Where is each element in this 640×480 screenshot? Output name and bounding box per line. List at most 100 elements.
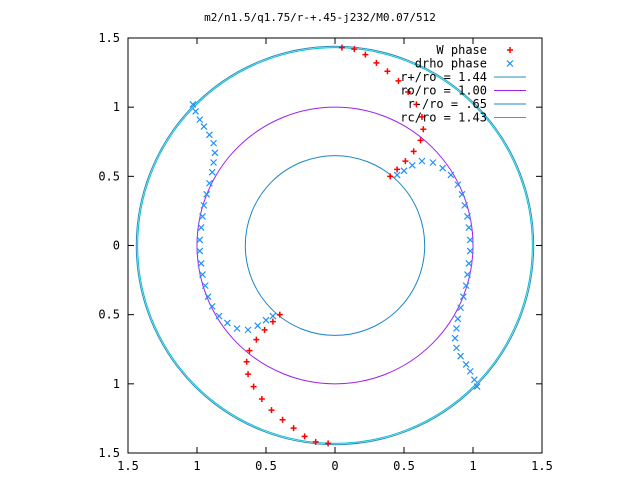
w-phase-point <box>373 59 380 66</box>
w-phase-point <box>312 438 319 445</box>
drho-phase-point <box>200 201 208 209</box>
drho-phase-point <box>189 100 197 108</box>
radius-circle <box>196 106 474 385</box>
y-axis: 1.5 1 0.5 0 0.5 1 1.5 <box>98 31 542 460</box>
drho-phase-point <box>196 247 204 255</box>
radius-circle <box>244 155 426 336</box>
radius-circle <box>135 45 535 446</box>
drho-phase-point <box>464 213 471 220</box>
w-phase-point <box>405 88 412 95</box>
x-tick-label: 0.5 <box>393 459 415 473</box>
drho-phase-point <box>200 123 208 130</box>
w-phase-point <box>243 358 250 365</box>
drho-phase-point <box>454 181 462 189</box>
w-phase-point <box>301 433 308 440</box>
drho-phase-point <box>262 316 270 324</box>
drho-phase-point <box>196 116 204 124</box>
w-phase-point <box>362 51 369 58</box>
drho-phase-point <box>400 167 408 175</box>
drho-phase-point <box>439 164 447 172</box>
w-phase-point <box>253 336 260 343</box>
drho-phase-point <box>197 224 205 231</box>
x-tick-label: 0 <box>331 459 338 473</box>
drho-phase-point <box>465 260 473 267</box>
drho-phase-point <box>466 247 474 255</box>
drho-phase-point <box>197 260 205 267</box>
drho-phase-point <box>205 131 213 139</box>
x-axis: 1.5 1 0.5 0 0.5 1 1.5 <box>117 38 553 473</box>
w-phase-point <box>268 407 275 414</box>
drho-phase-point <box>465 224 473 231</box>
drho-phase-point <box>457 352 465 360</box>
x-tick-label: 0.5 <box>255 459 277 473</box>
y-tick-label: 0.5 <box>98 308 120 322</box>
w-phase-point <box>351 46 358 53</box>
y-tick-label: 1 <box>113 377 120 391</box>
drho-phase-point <box>462 361 470 368</box>
drho-phase-point <box>453 325 460 332</box>
x-tick-label: 1 <box>193 459 200 473</box>
w-phase-point <box>269 318 276 325</box>
drho-phase-point <box>464 271 471 278</box>
w-phase-point <box>290 425 297 432</box>
drho-phase-point <box>205 179 213 187</box>
w-phase-point <box>276 311 283 318</box>
legend-label: ro/ro = 1.00 <box>400 84 487 98</box>
drho-phase-point <box>457 304 465 312</box>
w-phase-point <box>417 137 424 144</box>
w-phase-point <box>418 113 425 120</box>
w-phase-point <box>384 68 391 75</box>
drho-phase-point <box>223 319 231 327</box>
w-phase-point <box>387 173 394 180</box>
drho-phase-point <box>447 171 455 179</box>
phase-points <box>189 44 481 447</box>
w-phase-point <box>394 166 401 173</box>
drho-phase-point <box>462 282 470 290</box>
drho-phase-point <box>203 190 211 198</box>
drho-phase-point <box>199 271 206 278</box>
drho-phase-point <box>466 367 474 375</box>
y-tick-label: 1 <box>113 100 120 114</box>
radius-circles <box>135 45 535 446</box>
drho-phase-point <box>208 302 216 310</box>
drho-phase-point <box>215 312 223 320</box>
drho-phase-point <box>199 213 206 220</box>
drho-phase-point <box>244 326 252 334</box>
y-tick-label: 0.5 <box>98 169 120 183</box>
legend-label: r-/ro = .65 <box>408 97 487 111</box>
drho-phase-point <box>458 190 466 198</box>
drho-phase-point <box>254 322 262 330</box>
w-phase-point <box>410 148 417 155</box>
x-tick-label: 1 <box>469 459 476 473</box>
drho-phase-point <box>233 325 241 332</box>
drho-phase-point <box>418 157 426 165</box>
w-phase-point <box>246 347 253 354</box>
legend-label: rc/ro = 1.43 <box>400 111 487 125</box>
legend-cross-swatch <box>506 60 514 67</box>
drho-phase-point <box>204 293 212 301</box>
w-phase-point <box>245 371 252 378</box>
y-tick-label: 1.5 <box>98 31 120 45</box>
drho-phase-point <box>192 107 200 115</box>
drho-phase-point <box>201 282 209 290</box>
drho-phase-point <box>470 376 478 384</box>
drho-phase-point <box>473 383 481 391</box>
chart-title: m2/n1.5/q1.75/r-+.45-j232/M0.07/512 <box>204 11 436 24</box>
drho-phase-point <box>208 168 216 176</box>
x-tick-label: 1.5 <box>117 459 139 473</box>
w-phase-point <box>258 396 265 403</box>
w-phase-point <box>338 44 345 51</box>
drho-phase-point <box>451 334 459 342</box>
drho-phase-point <box>429 159 437 166</box>
drho-phase-point <box>461 201 469 209</box>
x-tick-label: 1.5 <box>531 459 553 473</box>
drho-phase-point <box>459 293 467 301</box>
w-phase-point <box>413 101 420 108</box>
legend-plus-swatch <box>507 47 513 53</box>
drho-phase-point <box>453 344 460 352</box>
w-phase-point <box>325 440 332 447</box>
drho-phase-point <box>210 139 217 147</box>
legend-label: drho phase <box>415 57 487 71</box>
